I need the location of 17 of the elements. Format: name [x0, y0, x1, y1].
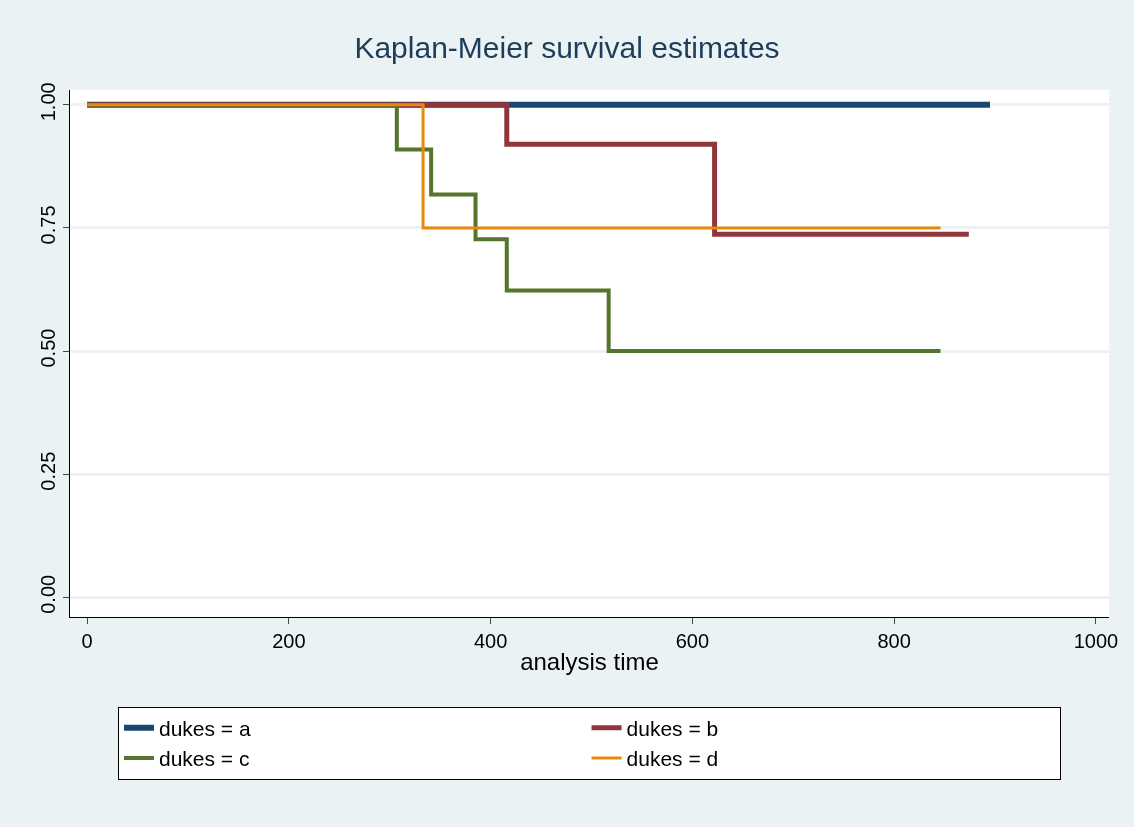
- y-tick-label: 0.25: [37, 451, 59, 491]
- y-tick-label: 0.75: [37, 205, 59, 245]
- chart-title: Kaplan-Meier survival estimates: [354, 31, 780, 65]
- x-tick-label: 400: [473, 630, 508, 652]
- y-tick-label: 0.50: [37, 328, 59, 368]
- legend-label: dukes = d: [626, 747, 719, 771]
- legend-label: dukes = c: [159, 747, 250, 771]
- y-tick-label: 1.00: [37, 82, 59, 122]
- y-tick-label: 0.00: [37, 574, 59, 614]
- x-tick-label: 1000: [1073, 630, 1119, 652]
- x-axis-title: analysis time: [520, 648, 659, 676]
- x-tick-label: 800: [877, 630, 911, 652]
- legend-label: dukes = a: [159, 716, 251, 740]
- legend-label: dukes = b: [626, 716, 719, 740]
- x-tick-label: 0: [81, 630, 93, 652]
- x-tick-label: 200: [272, 630, 306, 652]
- x-tick-label: 600: [675, 630, 710, 652]
